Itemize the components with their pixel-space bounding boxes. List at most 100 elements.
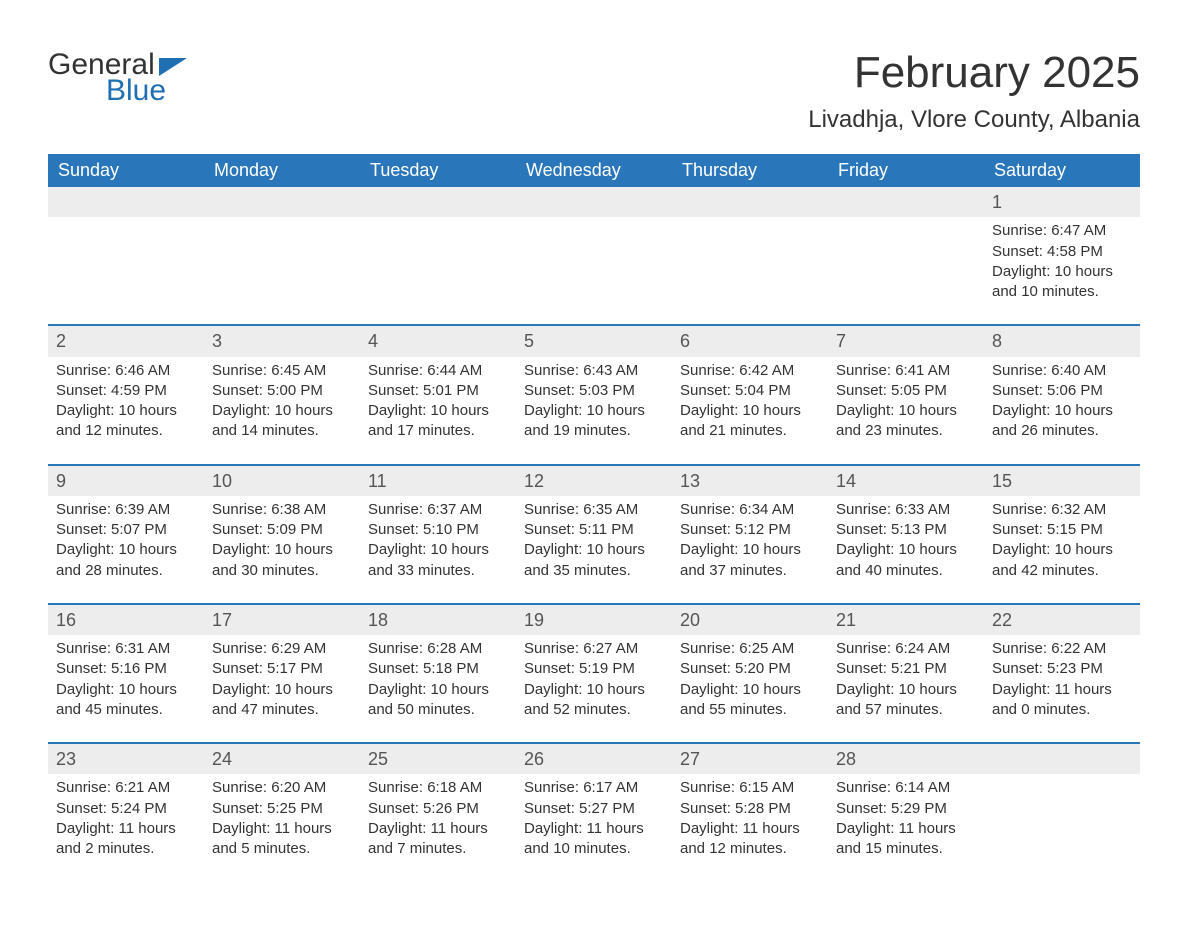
location: Livadhja, Vlore County, Albania <box>808 106 1140 134</box>
day-daylight: Daylight: 10 hours and 40 minutes. <box>836 540 976 581</box>
day-sunrise: Sunrise: 6:47 AM <box>992 221 1132 241</box>
day-daylight: Daylight: 10 hours and 50 minutes. <box>368 680 508 721</box>
weekday-header: Tuesday <box>360 154 516 187</box>
day-daylight: Daylight: 11 hours and 2 minutes. <box>56 819 196 860</box>
day-daylight: Daylight: 10 hours and 35 minutes. <box>524 540 664 581</box>
calendar-day-cell: 4Sunrise: 6:44 AMSunset: 5:01 PMDaylight… <box>360 325 516 464</box>
day-sunrise: Sunrise: 6:38 AM <box>212 500 352 520</box>
calendar-day-cell: 14Sunrise: 6:33 AMSunset: 5:13 PMDayligh… <box>828 465 984 604</box>
calendar-day-cell: 11Sunrise: 6:37 AMSunset: 5:10 PMDayligh… <box>360 465 516 604</box>
day-sunrise: Sunrise: 6:37 AM <box>368 500 508 520</box>
calendar-day-cell <box>828 187 984 325</box>
day-sunset: Sunset: 5:07 PM <box>56 520 196 540</box>
day-number: 22 <box>988 610 1012 630</box>
day-daylight: Daylight: 10 hours and 42 minutes. <box>992 540 1132 581</box>
day-sunrise: Sunrise: 6:15 AM <box>680 778 820 798</box>
calendar-day-cell: 20Sunrise: 6:25 AMSunset: 5:20 PMDayligh… <box>672 604 828 743</box>
day-sunset: Sunset: 5:27 PM <box>524 799 664 819</box>
day-daylight: Daylight: 10 hours and 21 minutes. <box>680 401 820 442</box>
day-number-row: 22 <box>984 605 1140 635</box>
calendar-day-cell: 24Sunrise: 6:20 AMSunset: 5:25 PMDayligh… <box>204 743 360 881</box>
weekday-header: Sunday <box>48 154 204 187</box>
day-number: 17 <box>208 610 232 630</box>
day-sunset: Sunset: 5:15 PM <box>992 520 1132 540</box>
day-sunrise: Sunrise: 6:45 AM <box>212 361 352 381</box>
day-sunset: Sunset: 5:05 PM <box>836 381 976 401</box>
calendar-day-cell <box>204 187 360 325</box>
day-number: 4 <box>364 331 378 351</box>
calendar-day-cell: 22Sunrise: 6:22 AMSunset: 5:23 PMDayligh… <box>984 604 1140 743</box>
day-number-row: 19 <box>516 605 672 635</box>
day-number-row: 3 <box>204 326 360 356</box>
day-number-row: 18 <box>360 605 516 635</box>
day-number: 16 <box>52 610 76 630</box>
day-number-row <box>48 187 204 217</box>
day-sunset: Sunset: 5:13 PM <box>836 520 976 540</box>
day-daylight: Daylight: 10 hours and 14 minutes. <box>212 401 352 442</box>
day-daylight: Daylight: 11 hours and 10 minutes. <box>524 819 664 860</box>
day-sunset: Sunset: 5:24 PM <box>56 799 196 819</box>
day-daylight: Daylight: 10 hours and 45 minutes. <box>56 680 196 721</box>
calendar-day-cell <box>360 187 516 325</box>
calendar-day-cell: 7Sunrise: 6:41 AMSunset: 5:05 PMDaylight… <box>828 325 984 464</box>
calendar-day-cell: 15Sunrise: 6:32 AMSunset: 5:15 PMDayligh… <box>984 465 1140 604</box>
weekday-header: Thursday <box>672 154 828 187</box>
calendar-day-cell: 10Sunrise: 6:38 AMSunset: 5:09 PMDayligh… <box>204 465 360 604</box>
day-daylight: Daylight: 10 hours and 28 minutes. <box>56 540 196 581</box>
day-sunset: Sunset: 5:01 PM <box>368 381 508 401</box>
day-sunset: Sunset: 5:26 PM <box>368 799 508 819</box>
calendar-week-row: 16Sunrise: 6:31 AMSunset: 5:16 PMDayligh… <box>48 604 1140 743</box>
calendar-day-cell: 5Sunrise: 6:43 AMSunset: 5:03 PMDaylight… <box>516 325 672 464</box>
calendar-day-cell: 16Sunrise: 6:31 AMSunset: 5:16 PMDayligh… <box>48 604 204 743</box>
day-sunrise: Sunrise: 6:28 AM <box>368 639 508 659</box>
day-sunrise: Sunrise: 6:40 AM <box>992 361 1132 381</box>
day-number-row: 12 <box>516 466 672 496</box>
day-sunrise: Sunrise: 6:29 AM <box>212 639 352 659</box>
day-number-row: 5 <box>516 326 672 356</box>
day-sunset: Sunset: 5:28 PM <box>680 799 820 819</box>
calendar-day-cell: 6Sunrise: 6:42 AMSunset: 5:04 PMDaylight… <box>672 325 828 464</box>
day-sunrise: Sunrise: 6:34 AM <box>680 500 820 520</box>
day-number-row: 21 <box>828 605 984 635</box>
day-number-row: 7 <box>828 326 984 356</box>
calendar-page: General Blue February 2025 Livadhja, Vlo… <box>0 0 1188 941</box>
day-daylight: Daylight: 10 hours and 12 minutes. <box>56 401 196 442</box>
day-number-row: 9 <box>48 466 204 496</box>
day-daylight: Daylight: 10 hours and 26 minutes. <box>992 401 1132 442</box>
calendar-day-cell: 12Sunrise: 6:35 AMSunset: 5:11 PMDayligh… <box>516 465 672 604</box>
day-number-row: 15 <box>984 466 1140 496</box>
day-number-row <box>828 187 984 217</box>
day-sunset: Sunset: 5:17 PM <box>212 659 352 679</box>
day-number: 2 <box>52 331 66 351</box>
day-sunset: Sunset: 5:21 PM <box>836 659 976 679</box>
day-number: 13 <box>676 471 700 491</box>
day-number: 25 <box>364 749 388 769</box>
day-sunrise: Sunrise: 6:17 AM <box>524 778 664 798</box>
weekday-header: Monday <box>204 154 360 187</box>
day-number-row: 20 <box>672 605 828 635</box>
day-daylight: Daylight: 10 hours and 55 minutes. <box>680 680 820 721</box>
day-sunset: Sunset: 5:06 PM <box>992 381 1132 401</box>
day-daylight: Daylight: 10 hours and 17 minutes. <box>368 401 508 442</box>
day-number-row <box>672 187 828 217</box>
day-number: 14 <box>832 471 856 491</box>
day-number-row: 2 <box>48 326 204 356</box>
calendar-day-cell: 9Sunrise: 6:39 AMSunset: 5:07 PMDaylight… <box>48 465 204 604</box>
calendar-day-cell <box>48 187 204 325</box>
calendar-day-cell: 2Sunrise: 6:46 AMSunset: 4:59 PMDaylight… <box>48 325 204 464</box>
day-sunset: Sunset: 5:10 PM <box>368 520 508 540</box>
calendar-week-row: 2Sunrise: 6:46 AMSunset: 4:59 PMDaylight… <box>48 325 1140 464</box>
day-number-row: 6 <box>672 326 828 356</box>
month-title: February 2025 <box>808 48 1140 98</box>
day-number: 10 <box>208 471 232 491</box>
calendar-day-cell: 18Sunrise: 6:28 AMSunset: 5:18 PMDayligh… <box>360 604 516 743</box>
day-number-row: 27 <box>672 744 828 774</box>
day-number: 19 <box>520 610 544 630</box>
calendar-day-cell: 19Sunrise: 6:27 AMSunset: 5:19 PMDayligh… <box>516 604 672 743</box>
day-daylight: Daylight: 11 hours and 0 minutes. <box>992 680 1132 721</box>
header: General Blue February 2025 Livadhja, Vlo… <box>48 48 1140 148</box>
day-daylight: Daylight: 10 hours and 57 minutes. <box>836 680 976 721</box>
calendar-day-cell: 13Sunrise: 6:34 AMSunset: 5:12 PMDayligh… <box>672 465 828 604</box>
calendar-day-cell: 27Sunrise: 6:15 AMSunset: 5:28 PMDayligh… <box>672 743 828 881</box>
day-sunrise: Sunrise: 6:31 AM <box>56 639 196 659</box>
